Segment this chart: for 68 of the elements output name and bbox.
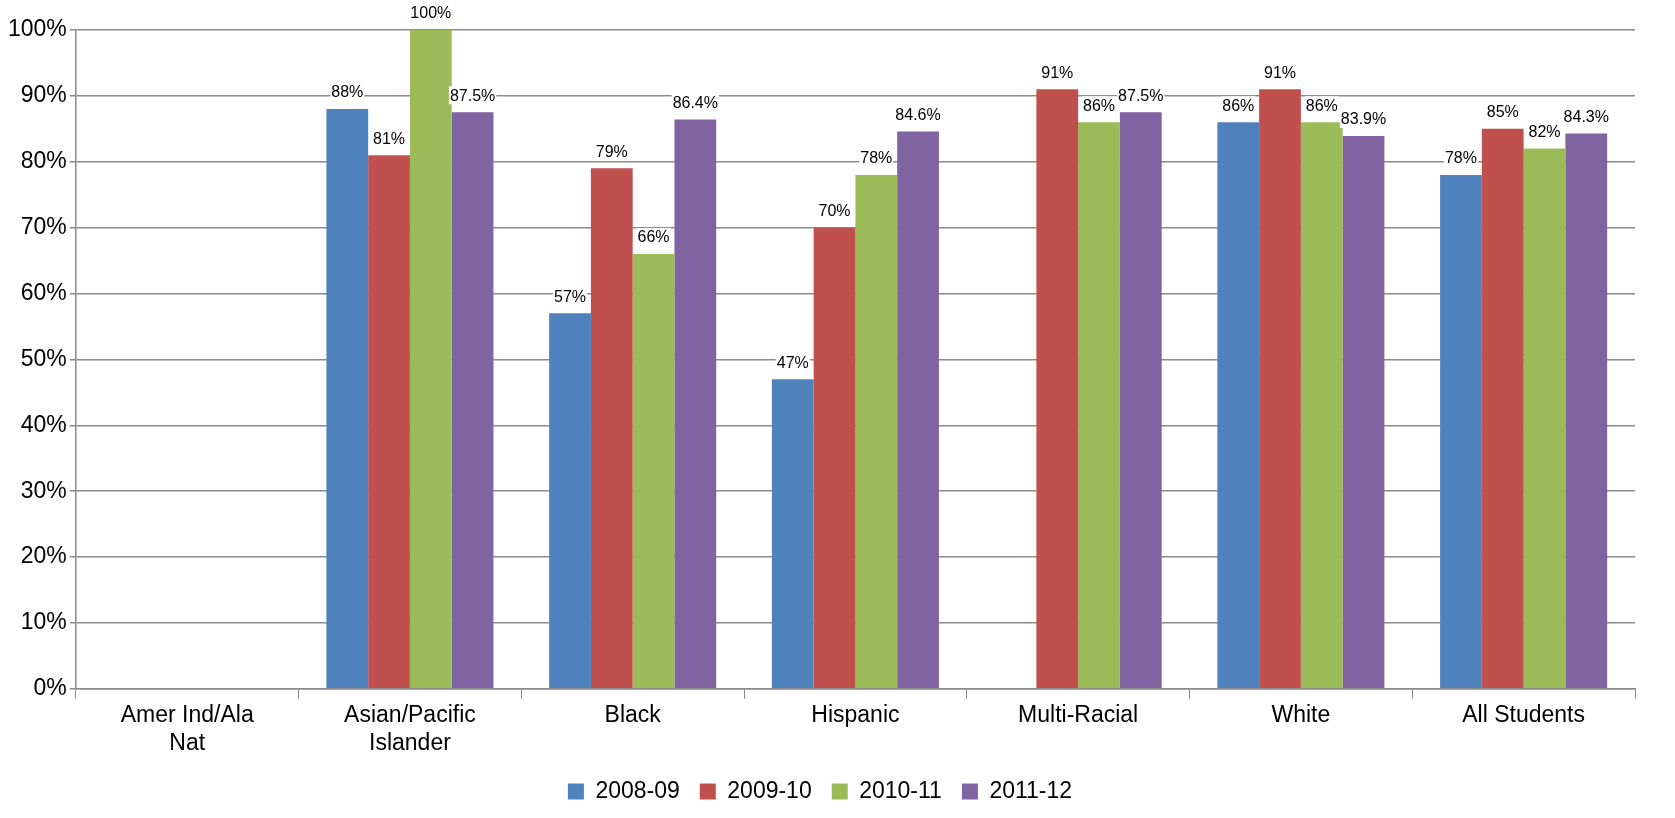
y-tick-label: 40%	[20, 410, 67, 437]
bar	[897, 131, 939, 689]
x-tick-label: Asian/Pacific Islander	[344, 700, 476, 755]
bar	[1440, 174, 1482, 689]
y-tick-label: 30%	[20, 476, 67, 503]
bar	[1481, 128, 1524, 689]
bar	[632, 253, 675, 689]
bar	[1036, 89, 1079, 689]
x-tick-label: All Students	[1462, 700, 1586, 727]
data-label: 82%	[1528, 122, 1561, 140]
y-tick-label: 0%	[33, 674, 67, 701]
bar	[1342, 136, 1385, 689]
legend-label: 2009-10	[727, 776, 812, 803]
bar	[1523, 148, 1566, 689]
bar	[1217, 122, 1260, 689]
data-label: 88%	[331, 83, 364, 101]
data-label: 79%	[595, 142, 628, 160]
data-label: 84.6%	[895, 105, 941, 123]
legend-label: 2011-12	[989, 776, 1073, 803]
legend-label: 2010-11	[859, 776, 942, 803]
bar	[674, 119, 717, 689]
bar	[326, 109, 369, 689]
data-label: 86%	[1083, 96, 1116, 114]
bar	[855, 174, 898, 689]
bar	[590, 168, 633, 689]
bar	[771, 379, 814, 689]
bar	[813, 227, 856, 689]
data-label: 86.4%	[672, 94, 719, 111]
bar	[451, 112, 494, 689]
data-label: 81%	[373, 129, 406, 147]
y-tick-label: 90%	[20, 81, 67, 108]
data-label: 47%	[776, 353, 809, 371]
y-tick-label: 70%	[20, 212, 67, 239]
data-label: 86%	[1222, 96, 1255, 114]
data-label: 78%	[860, 149, 893, 167]
data-label: 100%	[410, 4, 452, 22]
bar	[1259, 89, 1301, 689]
bar	[368, 155, 410, 689]
bar	[1565, 133, 1608, 689]
x-tick-label: Black	[604, 700, 662, 727]
bar	[409, 30, 452, 689]
data-label: 83.9%	[1340, 110, 1387, 128]
y-tick-label: 60%	[20, 278, 67, 305]
data-label: 91%	[1263, 63, 1297, 81]
y-tick-label: 100%	[8, 15, 67, 42]
data-label: 57%	[554, 287, 587, 305]
bar	[1078, 122, 1120, 689]
data-label: 86%	[1305, 96, 1338, 114]
bar	[1119, 112, 1162, 689]
bar	[1300, 122, 1343, 689]
data-label: 85%	[1486, 103, 1519, 121]
x-tick-label: White	[1271, 700, 1331, 727]
data-label: 78%	[1444, 149, 1477, 167]
data-label: 87.5%	[449, 86, 496, 104]
y-tick-label: 10%	[20, 608, 67, 635]
y-tick-label: 20%	[20, 542, 67, 569]
x-tick-label: Hispanic	[811, 700, 900, 727]
bar	[549, 313, 591, 689]
data-label: 91%	[1041, 63, 1074, 81]
data-label: 66%	[637, 228, 670, 246]
data-label: 87.5%	[1118, 86, 1164, 104]
x-tick-label: Amer Ind/Ala Nat	[120, 700, 254, 755]
data-label: 70%	[818, 202, 851, 220]
y-tick-label: 80%	[20, 147, 67, 174]
x-tick-label: Multi-Racial	[1018, 700, 1139, 727]
data-label: 84.3%	[1563, 107, 1609, 125]
legend-label: 2008-09	[595, 776, 680, 803]
y-tick-label: 50%	[20, 344, 67, 371]
